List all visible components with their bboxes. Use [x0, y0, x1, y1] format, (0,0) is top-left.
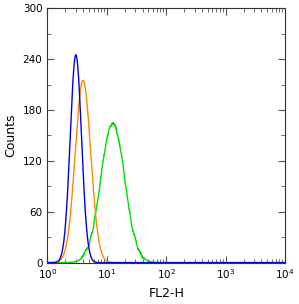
Y-axis label: Counts: Counts: [4, 114, 17, 157]
X-axis label: FL2-H: FL2-H: [148, 287, 184, 300]
